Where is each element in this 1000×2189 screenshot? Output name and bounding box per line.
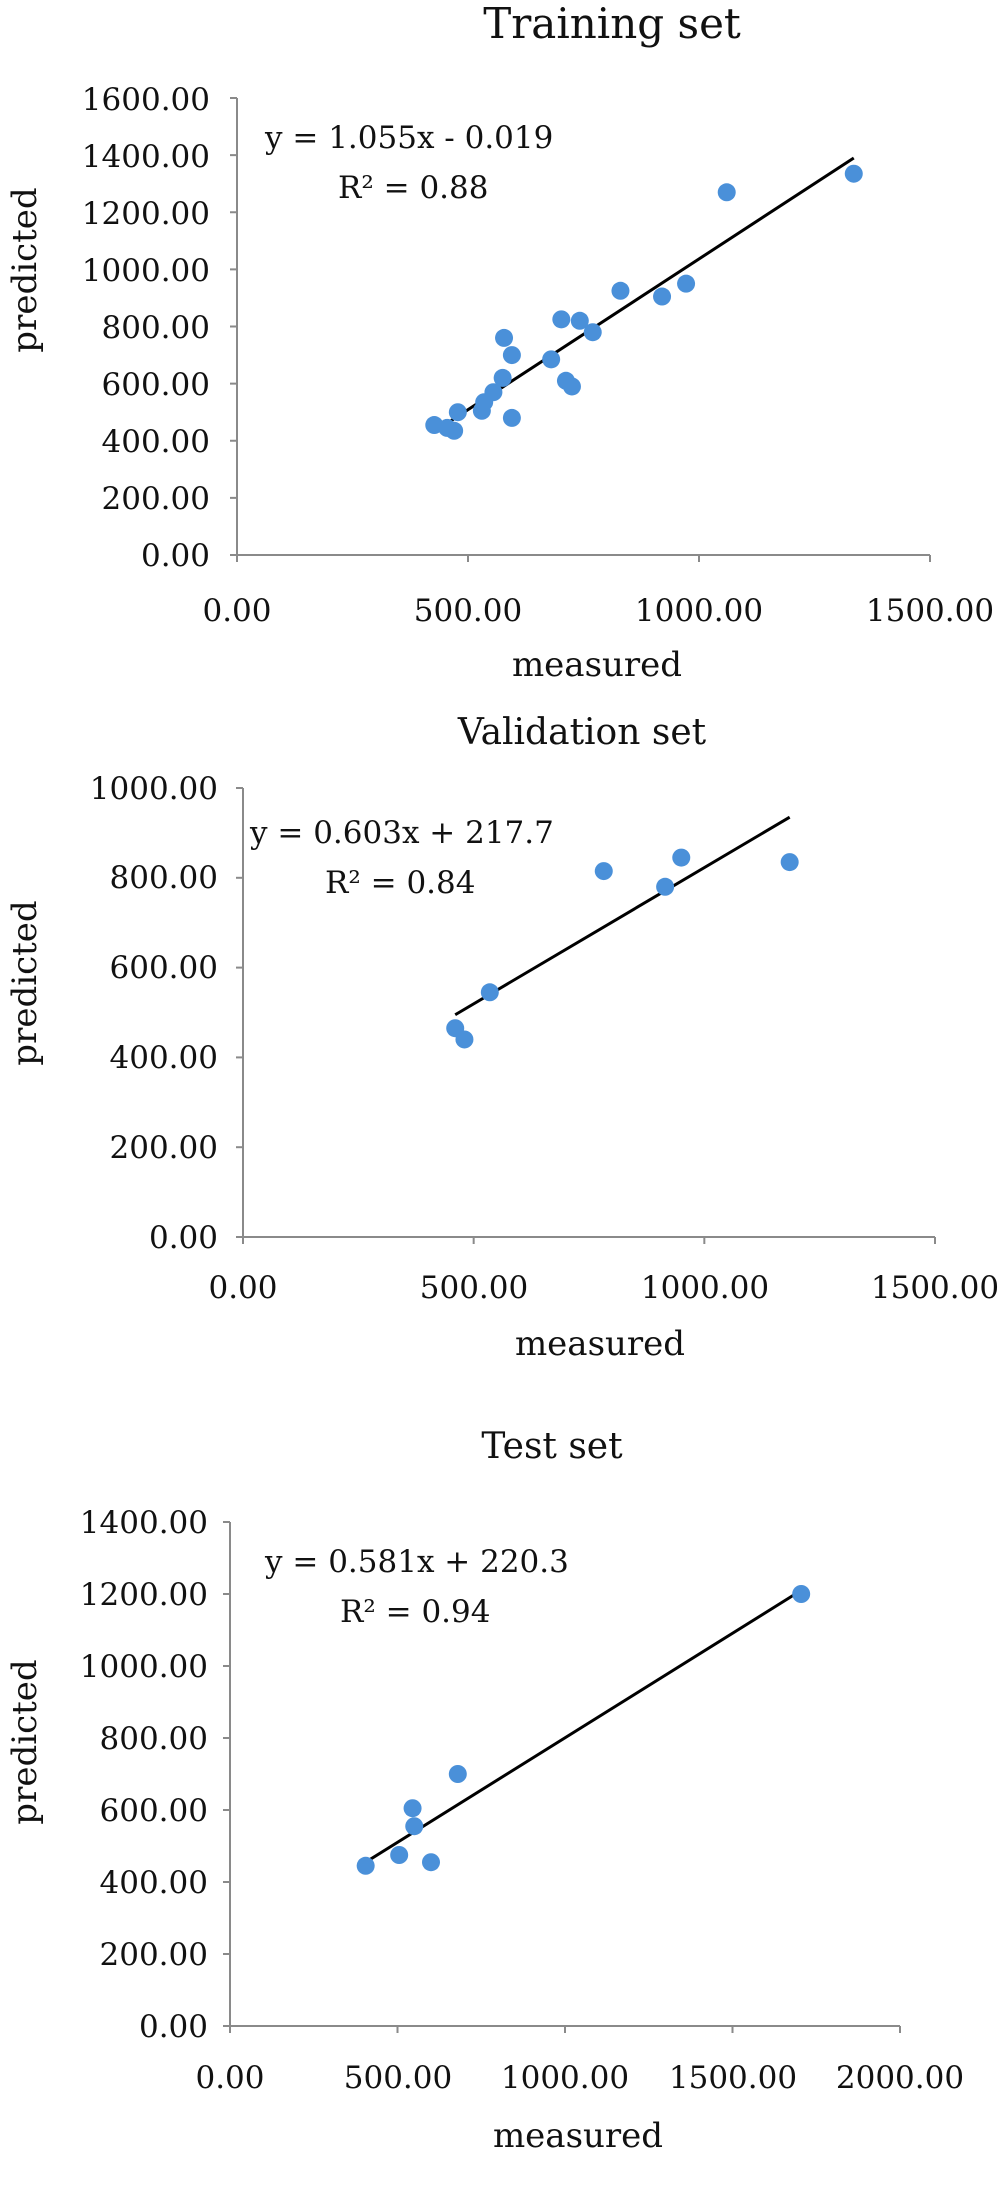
chart-title: Test set — [481, 1426, 623, 1467]
x-tick-label: 500.00 — [420, 1270, 528, 1306]
x-tick-label: 1500.00 — [669, 2060, 797, 2096]
regression-equation: y = 1.055x - 0.019 — [264, 120, 553, 156]
trend-line — [454, 815, 791, 1017]
y-tick-labels: 0.00 200.00 400.00 600.00 800.00 1000.00… — [82, 82, 210, 574]
x-tick-label: 0.00 — [202, 593, 271, 629]
panel-training: Training set predicted measured 0.00 200… — [5, 0, 994, 685]
data-point — [542, 350, 561, 369]
x-tick-label: 1500.00 — [871, 1270, 999, 1306]
r-squared-label: R² = 0.88 — [338, 170, 488, 206]
y-tick-label: 800.00 — [100, 1721, 208, 1757]
data-point — [562, 377, 581, 396]
y-axis-title: predicted — [5, 1659, 45, 1824]
x-axis-title: measured — [515, 1324, 685, 1364]
y-tick-label: 200.00 — [102, 481, 210, 517]
r-squared-label: R² = 0.94 — [340, 1594, 490, 1630]
y-axis-title: predicted — [5, 187, 45, 352]
y-tick-label: 0.00 — [141, 538, 210, 574]
data-point — [792, 1585, 811, 1603]
y-tick-labels: 0.00 200.00 400.00 600.00 800.00 1000.00… — [80, 1505, 208, 2045]
data-point — [445, 421, 464, 440]
data-point — [502, 346, 521, 365]
x-tick-label: 1000.00 — [501, 2060, 629, 2096]
y-tick-labels: 0.00 200.00 400.00 600.00 800.00 1000.00 — [90, 771, 218, 1256]
y-tick-label: 1600.00 — [82, 82, 210, 118]
y-tick-label: 200.00 — [100, 1937, 208, 1973]
data-point — [405, 1817, 424, 1836]
x-tick-label: 0.00 — [195, 2060, 264, 2096]
y-tick-label: 1000.00 — [82, 253, 210, 289]
data-point — [484, 383, 503, 402]
data-point — [844, 164, 863, 183]
x-tick-label: 500.00 — [344, 2060, 452, 2096]
r-squared-label: R² = 0.84 — [325, 865, 475, 901]
data-point — [717, 183, 736, 202]
chart-title: Training set — [483, 0, 741, 48]
x-axis-title: measured — [512, 645, 682, 685]
y-tick-label: 0.00 — [139, 2009, 208, 2045]
data-point — [583, 323, 602, 342]
x-tick-label: 2000.00 — [836, 2060, 964, 2096]
data-point — [448, 1765, 467, 1783]
x-tick-label: 0.00 — [208, 1270, 277, 1306]
plot-area — [230, 97, 931, 562]
data-point — [495, 328, 514, 347]
data-point — [390, 1846, 409, 1864]
data-point — [672, 848, 691, 867]
x-axis-title: measured — [493, 2116, 663, 2156]
y-tick-label: 1200.00 — [82, 196, 210, 232]
data-point — [552, 310, 571, 329]
y-tick-label: 200.00 — [110, 1130, 218, 1166]
data-point — [780, 853, 799, 872]
y-tick-label: 800.00 — [110, 860, 218, 896]
plot-area — [223, 1521, 901, 2033]
data-point — [422, 1853, 440, 1872]
y-tick-label: 800.00 — [102, 310, 210, 346]
panel-validation: Validation set predicted measured 0.00 2… — [5, 712, 999, 1364]
data-point — [570, 311, 589, 330]
y-tick-label: 600.00 — [100, 1793, 208, 1829]
data-point — [502, 408, 521, 427]
chart-title: Validation set — [457, 712, 707, 753]
trend-line — [364, 1589, 802, 1864]
data-point — [480, 983, 499, 1002]
x-tick-label: 500.00 — [414, 593, 522, 629]
x-tick-label: 1500.00 — [866, 593, 994, 629]
data-point — [403, 1799, 422, 1818]
data-point — [455, 1030, 474, 1049]
regression-equation: y = 0.581x + 220.3 — [264, 1544, 569, 1580]
data-point — [594, 862, 613, 881]
y-tick-label: 1400.00 — [80, 1505, 208, 1541]
plot-area — [236, 787, 936, 1244]
y-tick-label: 1200.00 — [80, 1577, 208, 1613]
x-tick-label: 1000.00 — [641, 1270, 769, 1306]
data-point — [493, 368, 512, 387]
x-tick-label: 1000.00 — [635, 593, 763, 629]
y-tick-label: 0.00 — [149, 1220, 218, 1256]
x-tick-labels: 0.00 500.00 1000.00 1500.00 — [202, 593, 994, 629]
y-tick-label: 400.00 — [102, 424, 210, 460]
data-point — [653, 287, 672, 306]
regression-equation: y = 0.603x + 217.7 — [249, 815, 554, 851]
data-point — [677, 274, 696, 293]
y-tick-label: 600.00 — [102, 367, 210, 403]
y-tick-label: 400.00 — [100, 1865, 208, 1901]
data-point — [611, 281, 630, 300]
data-point — [356, 1856, 375, 1875]
y-tick-label: 400.00 — [110, 1040, 218, 1076]
y-tick-label: 1000.00 — [80, 1649, 208, 1685]
y-tick-label: 1000.00 — [90, 771, 218, 807]
panel-test: Test set predicted measured 0.00 200.00 … — [5, 1426, 964, 2156]
x-tick-labels: 0.00 500.00 1000.00 1500.00 2000.00 — [195, 2060, 964, 2096]
data-point — [448, 403, 467, 422]
y-tick-label: 1400.00 — [82, 139, 210, 175]
x-tick-labels: 0.00 500.00 1000.00 1500.00 — [208, 1270, 999, 1306]
data-point — [656, 877, 675, 896]
y-axis-title: predicted — [5, 900, 45, 1065]
y-tick-label: 600.00 — [110, 950, 218, 986]
